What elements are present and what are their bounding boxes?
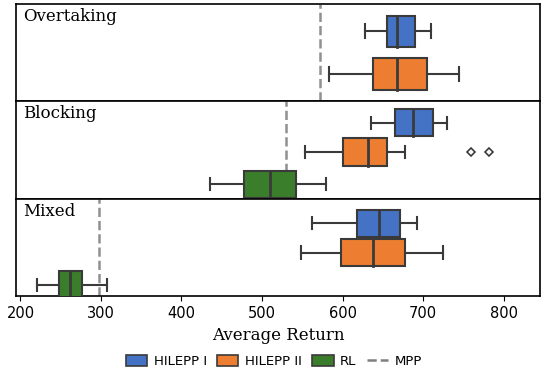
Bar xyxy=(244,171,296,198)
Text: Mixed: Mixed xyxy=(22,203,75,220)
Text: Blocking: Blocking xyxy=(22,105,96,122)
Text: Overtaking: Overtaking xyxy=(22,8,117,25)
Legend: HILEPP I, HILEPP II, RL, MPP: HILEPP I, HILEPP II, RL, MPP xyxy=(121,350,427,374)
X-axis label: Average Return: Average Return xyxy=(212,327,344,344)
Bar xyxy=(357,210,401,237)
Bar xyxy=(341,239,406,266)
Bar xyxy=(395,109,433,136)
Bar xyxy=(59,271,82,298)
Bar xyxy=(373,59,427,90)
Bar xyxy=(342,138,387,166)
Bar xyxy=(387,16,415,47)
